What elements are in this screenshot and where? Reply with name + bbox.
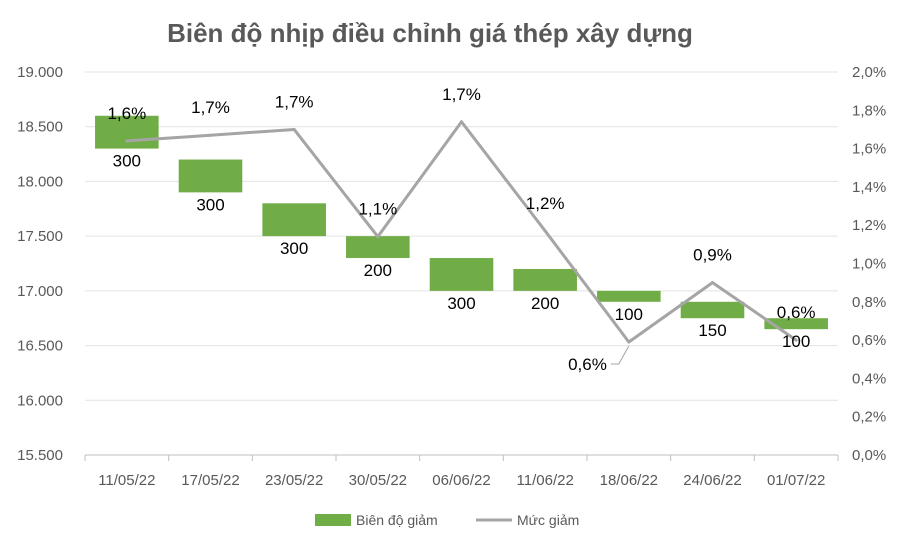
x-tick-label: 11/05/22 <box>98 472 155 489</box>
line-data-label: 1,7% <box>442 85 481 104</box>
right-tick-label: 1,6% <box>852 141 886 158</box>
right-tick-label: 0,6% <box>852 332 886 349</box>
line-point <box>460 120 463 124</box>
right-tick-label: 0,4% <box>852 370 886 387</box>
line-point <box>627 340 631 344</box>
x-tick-label: 30/05/22 <box>349 472 407 489</box>
line-point <box>125 139 129 143</box>
bar-data-label: 100 <box>615 305 643 324</box>
chart-title: Biên độ nhịp điều chỉnh giá thép xây dựn… <box>167 18 693 48</box>
right-tick-label: 0,2% <box>852 409 886 426</box>
line-data-label: 1,2% <box>526 194 565 213</box>
line-data-label: 0,6% <box>568 355 607 374</box>
left-tick-label: 18.500 <box>17 119 63 136</box>
x-tick-label: 23/05/22 <box>265 472 323 489</box>
legend-bar-label: Biên độ giảm <box>356 512 438 528</box>
line-point <box>376 235 380 239</box>
right-tick-label: 0,8% <box>852 294 886 311</box>
line-data-label: 0,6% <box>777 303 816 322</box>
line-point <box>209 133 212 137</box>
right-tick-label: 1,8% <box>852 102 886 119</box>
bar-data-label: 300 <box>280 239 308 258</box>
bar <box>597 290 661 302</box>
leader-line <box>610 345 630 365</box>
data-labels: 300 300 300 200 300 200 100 150 100 1,6% 1,7% 1,7% 1… <box>107 85 815 374</box>
x-tick-label: 01/07/22 <box>767 472 825 489</box>
left-tick-label: 18.000 <box>17 173 63 190</box>
line-series <box>125 120 798 344</box>
bar-data-label: 200 <box>364 261 392 280</box>
bar-data-label: 300 <box>447 294 475 313</box>
line-data-label: 0,9% <box>693 246 732 265</box>
bar-series <box>95 115 828 330</box>
left-tick-label: 15.500 <box>17 447 63 464</box>
bar <box>429 258 494 291</box>
bar-data-label: 100 <box>782 332 810 351</box>
bar <box>346 236 410 259</box>
bar-data-label: 300 <box>113 152 141 171</box>
right-tick-label: 1,2% <box>852 217 886 234</box>
bar <box>262 203 326 237</box>
x-axis: 11/05/22 17/05/22 23/05/22 30/05/22 06/06/22… <box>84 455 839 489</box>
legend-bar-swatch <box>315 514 351 526</box>
left-axis: 15.500 16.000 16.500 17.000 17.500 18.000 18.5… <box>17 64 63 464</box>
bar-data-label: 300 <box>196 195 224 214</box>
left-tick-label: 19.000 <box>17 64 63 81</box>
x-tick-label: 06/06/22 <box>432 472 490 489</box>
bar-data-label: 150 <box>698 321 726 340</box>
legend: Biên độ giảm Mức giảm <box>315 512 579 528</box>
line-data-label: 1,7% <box>191 98 230 117</box>
x-tick-label: 11/06/22 <box>517 472 574 489</box>
line-data-label: 1,7% <box>275 92 314 111</box>
line-point <box>711 281 714 285</box>
left-tick-label: 16.000 <box>17 392 63 409</box>
line-point <box>794 338 798 342</box>
line-point <box>292 127 296 131</box>
x-tick-label: 24/06/22 <box>683 472 741 489</box>
right-tick-label: 2,0% <box>852 64 886 81</box>
bar <box>95 115 159 149</box>
right-tick-label: 1,4% <box>852 179 886 196</box>
bar <box>680 301 745 319</box>
line-point <box>543 229 547 233</box>
bar <box>764 318 828 330</box>
right-tick-label: 0,0% <box>852 447 886 464</box>
right-tick-label: 1,0% <box>852 256 886 273</box>
x-tick-label: 17/05/22 <box>181 472 239 489</box>
bar <box>178 159 243 193</box>
left-tick-label: 16.500 <box>17 338 63 355</box>
x-tick-label: 18/06/22 <box>600 472 658 489</box>
legend-line-label: Mức giảm <box>517 512 579 528</box>
bar <box>513 268 577 291</box>
right-axis: 0,0% 0,2% 0,4% 0,6% 0,8% 1,0% 1,2% 1,4% 1,6% 1,8%… <box>852 64 886 464</box>
line-data-label: 1,6% <box>107 104 146 123</box>
bar-data-label: 200 <box>531 294 559 313</box>
line-data-label: 1,1% <box>358 200 397 219</box>
left-tick-label: 17.000 <box>17 283 63 300</box>
left-tick-label: 17.500 <box>17 228 63 245</box>
